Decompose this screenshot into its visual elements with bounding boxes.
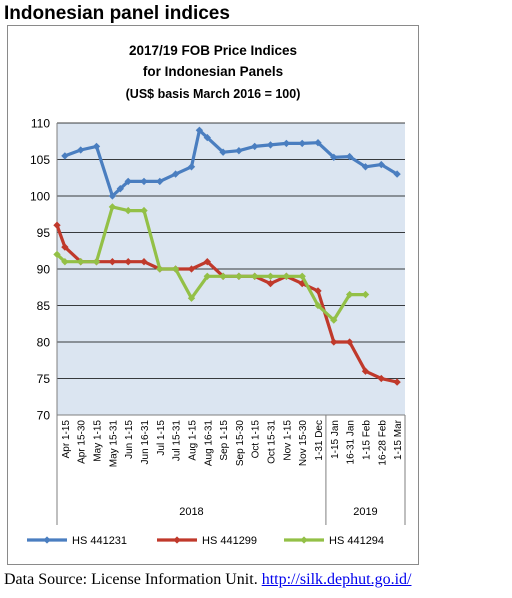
data-point <box>203 272 211 280</box>
x-tick-label: Jun 16-31 <box>140 420 151 465</box>
legend-marker <box>300 536 308 544</box>
data-point <box>187 265 196 273</box>
y-tick-label: 110 <box>31 117 50 131</box>
data-point <box>345 338 354 346</box>
year-group-label: 2019 <box>353 506 377 518</box>
data-point <box>361 163 370 171</box>
y-tick-label: 70 <box>37 409 51 423</box>
data-point <box>61 243 69 251</box>
y-tick-label: 100 <box>30 190 50 204</box>
x-tick-label: Nov 1-15 <box>282 420 293 461</box>
data-point <box>282 272 291 280</box>
data-point <box>108 192 117 200</box>
y-tick-label: 95 <box>37 226 51 240</box>
y-tick-label: 75 <box>37 372 51 386</box>
data-point <box>124 177 132 186</box>
data-point <box>187 294 196 302</box>
data-point <box>219 272 227 280</box>
legend-label: HS 441299 <box>202 535 257 547</box>
page-heading: Indonesian panel indices <box>4 3 230 24</box>
x-tick-label: May 15-31 <box>108 420 119 468</box>
x-tick-label: Nov 15-30 <box>298 420 309 467</box>
y-tick-label: 90 <box>37 263 51 277</box>
data-point <box>266 279 275 288</box>
data-point <box>345 152 354 161</box>
legend: HS 441231 HS 441299 HS 441294 <box>27 535 384 547</box>
data-point <box>251 142 259 151</box>
x-tick-label: Oct 15-31 <box>267 420 278 464</box>
data-point <box>219 148 227 156</box>
data-point <box>92 142 101 151</box>
x-tick-label: Apr 1-15 <box>61 420 72 459</box>
data-point <box>298 272 306 280</box>
x-tick-label: 1-15 Jan <box>330 420 341 459</box>
data-point <box>330 338 338 346</box>
data-point <box>171 265 180 273</box>
data-point <box>92 258 101 266</box>
data-point <box>108 203 117 211</box>
data-point <box>298 139 306 148</box>
x-tick-label: 1-31 Dec <box>314 420 325 461</box>
x-tick-label: 1-15 Feb <box>361 420 372 460</box>
x-tick-label: Jun 1-15 <box>124 420 135 459</box>
x-tick-label: Oct 1-15 <box>251 420 262 459</box>
x-tick-label: Jul 15-31 <box>172 420 183 462</box>
data-point <box>124 258 132 266</box>
data-point <box>156 265 164 273</box>
x-tick-label: Jul 1-15 <box>156 420 167 456</box>
x-tick-label: 1-15 Mar <box>393 419 404 460</box>
price-index-chart: 2017/19 FOB Price Indices for Indonesian… <box>7 25 419 565</box>
data-point <box>53 221 61 229</box>
data-source-link[interactable]: http://silk.dephut.go.id/ <box>261 571 412 588</box>
data-source-note: Data Source: License Information Unit. h… <box>4 571 411 589</box>
x-tick-label: May 1-15 <box>93 420 104 462</box>
chart-subtitle-basis: (US$ basis March 2016 = 100) <box>126 87 301 101</box>
x-tick-label: 16-31 Jan <box>346 420 357 464</box>
x-tick-label: 16-28 Feb <box>377 420 388 466</box>
data-point <box>314 301 322 310</box>
x-tick-label: Apr 15-30 <box>77 420 88 464</box>
data-point <box>282 139 291 148</box>
data-point <box>77 258 85 266</box>
data-point <box>171 170 180 178</box>
data-point <box>377 374 385 383</box>
data-point <box>235 147 243 155</box>
data-point <box>361 367 370 375</box>
data-point <box>314 139 322 147</box>
chart-subtitle: for Indonesian Panels <box>143 64 283 79</box>
x-tick-label: Aug 16-31 <box>203 420 214 467</box>
data-point <box>361 290 370 299</box>
plot-area: 70 75 80 85 90 95 100 105 110 Apr 1-15 Apr 15-30 Ma… <box>30 117 406 525</box>
year-group-label: 2018 <box>179 506 203 518</box>
legend-label: HS 441231 <box>72 535 127 547</box>
data-point <box>140 206 148 215</box>
data-point <box>266 272 275 280</box>
data-point <box>345 290 354 299</box>
data-point <box>187 163 196 171</box>
y-tick-label: 105 <box>30 153 50 167</box>
x-tick-label: Sep 1-15 <box>219 420 230 461</box>
legend-label: HS 441294 <box>329 535 384 547</box>
x-tick-label: Aug 1-15 <box>187 420 198 461</box>
y-tick-label: 85 <box>37 299 51 313</box>
y-tick-label: 80 <box>37 336 51 350</box>
data-point <box>393 378 401 386</box>
x-tick-label: Sep 15-30 <box>235 420 246 467</box>
data-point <box>330 316 338 324</box>
data-point <box>393 170 401 178</box>
data-point <box>124 206 132 215</box>
chart-title: 2017/19 FOB Price Indices <box>129 43 297 58</box>
data-point <box>53 250 61 259</box>
chart-container: 2017/19 FOB Price Indices for Indonesian… <box>7 25 419 565</box>
data-point <box>108 258 117 266</box>
data-point <box>314 287 322 295</box>
data-source-text: Data Source: License Information Unit. <box>4 571 262 588</box>
data-point <box>266 141 275 149</box>
